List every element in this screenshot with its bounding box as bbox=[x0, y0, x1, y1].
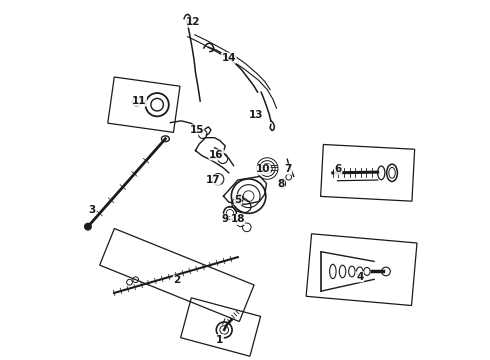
Text: 7: 7 bbox=[284, 164, 292, 174]
Text: 16: 16 bbox=[209, 150, 223, 160]
Text: 5: 5 bbox=[234, 195, 242, 205]
Text: 11: 11 bbox=[132, 96, 147, 106]
Text: 3: 3 bbox=[88, 206, 95, 216]
Text: 15: 15 bbox=[189, 125, 204, 135]
Text: 14: 14 bbox=[221, 53, 236, 63]
Circle shape bbox=[84, 223, 92, 230]
Text: 4: 4 bbox=[356, 272, 364, 282]
Text: 1: 1 bbox=[216, 334, 223, 345]
Text: 10: 10 bbox=[256, 164, 270, 174]
Text: 9: 9 bbox=[221, 215, 229, 224]
Text: 2: 2 bbox=[173, 275, 180, 285]
Text: 8: 8 bbox=[277, 179, 285, 189]
Text: 13: 13 bbox=[248, 111, 263, 121]
Text: 18: 18 bbox=[231, 215, 245, 224]
Text: 12: 12 bbox=[186, 17, 200, 27]
Text: 17: 17 bbox=[205, 175, 220, 185]
Text: 6: 6 bbox=[335, 164, 342, 174]
